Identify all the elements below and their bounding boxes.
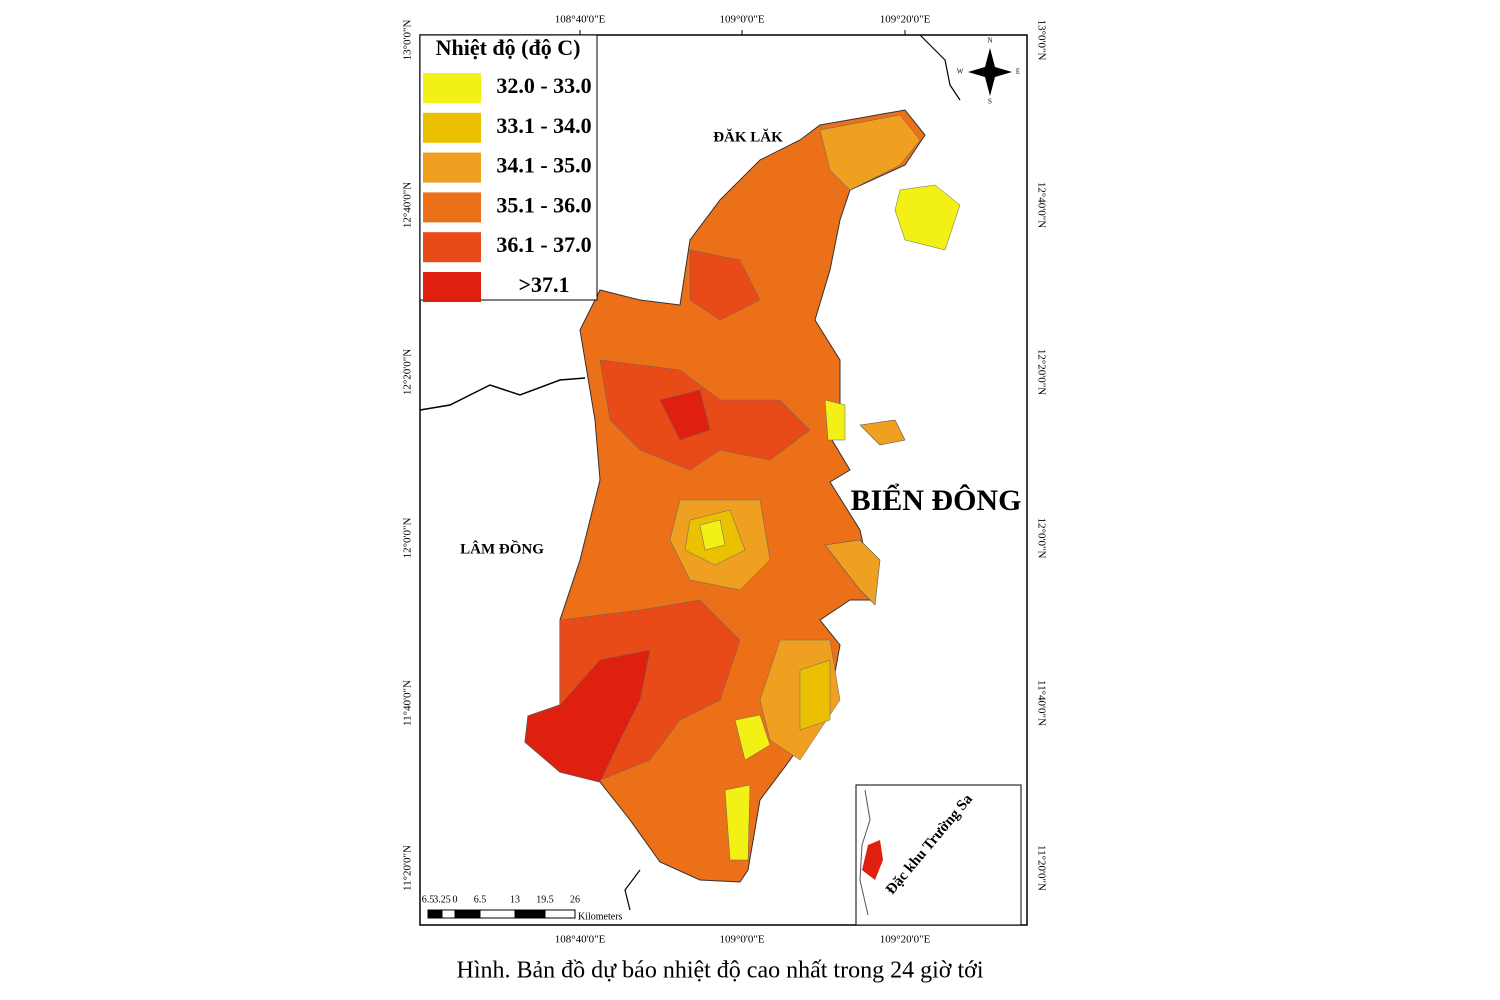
temperature-zone [524,649,651,783]
scale-unit: Kilometers [578,911,623,922]
island [824,539,881,606]
scale-label: 19.5 [536,894,554,905]
latitude-label: 12°0'0"N [1035,518,1047,559]
scale-segment [454,909,481,919]
region-label: ĐĂK LĂK [713,128,783,145]
latitude-label: 11°40'0"N [402,680,414,726]
scale-segment [479,909,516,919]
compass-letter: E [1016,68,1020,76]
scale-label: 3.25 [433,894,451,905]
scale-segment [544,909,576,919]
scale-label: 0 [453,894,458,905]
scale-label: 6.5 [474,894,487,905]
temperature-zone [894,184,961,251]
temperature-zone [659,389,711,441]
longitude-label: 108°40'0"E [555,934,606,946]
temperature-zone [724,784,751,861]
inset-frame [855,784,1022,926]
scale-label: 6.5 [422,894,435,905]
inset-province [862,840,883,880]
sea-label: BIỂN ĐÔNG [851,484,1022,517]
latitude-label: 13°0'0"N [1035,20,1047,61]
caption: Hình. Bản đồ dự báo nhiệt độ cao nhất tr… [457,958,984,984]
temperature-zone [799,659,831,731]
legend: Nhiệt độ (độ C) 32.0 - 33.0 33.1 - 34.0 34.… [419,34,598,302]
island [859,419,906,446]
longitude-label: 109°0'0"E [719,934,764,946]
latitude-label: 11°20'0"N [1035,845,1047,891]
latitude-label: 12°0'0"N [402,518,414,559]
latitude-label: 13°0'0"N [402,20,414,61]
legend-swatch [423,152,481,183]
compass-letter: N [987,37,992,45]
scale-segment [427,909,443,919]
scale-segment [514,909,546,919]
legend-label: 32.0 - 33.0 [496,73,591,98]
region-label: LÂM ĐỒNG [460,539,544,557]
longitude-label: 109°0'0"E [719,14,764,26]
legend-swatch [423,272,481,302]
legend-swatch [423,232,481,263]
province-border [624,869,641,911]
scale-segment [441,909,456,919]
latitude-label: 12°40'0"N [1035,182,1047,228]
latitude-label: 11°20'0"N [402,845,414,891]
longitude-label: 108°40'0"E [555,14,606,26]
province-border [419,377,586,411]
scale-label: 13 [510,894,520,905]
compass-letter: S [988,98,992,106]
latitude-label: 12°20'0"N [1035,349,1047,395]
legend-label: 35.1 - 36.0 [496,192,591,217]
longitude-label: 109°20'0"E [880,14,931,26]
legend-label: >37.1 [518,272,569,297]
province-border [919,34,961,101]
temperature-zone [734,714,771,761]
temperature-zone [689,249,761,321]
temperature-zone [699,519,726,551]
legend-title: Nhiệt độ (độ C) [436,35,581,60]
legend-swatch [423,73,481,103]
legend-label: 36.1 - 37.0 [496,232,591,257]
compass: N E S W [957,37,1020,106]
temperature-zone [819,114,921,191]
legend-swatch [423,112,481,143]
legend-label: 34.1 - 35.0 [496,153,591,178]
inset-coast [859,789,871,916]
latitude-label: 11°40'0"N [1035,680,1047,726]
legend-label: 33.1 - 34.0 [496,113,591,138]
temperature-zone [824,399,846,441]
latitude-label: 12°20'0"N [402,349,414,395]
legend-swatch [423,192,481,223]
compass-rose [968,48,1012,96]
latitude-label: 12°40'0"N [402,182,414,228]
longitude-label: 109°20'0"E [880,934,931,946]
scale-label: 26 [570,894,580,905]
compass-letter: W [957,68,964,76]
